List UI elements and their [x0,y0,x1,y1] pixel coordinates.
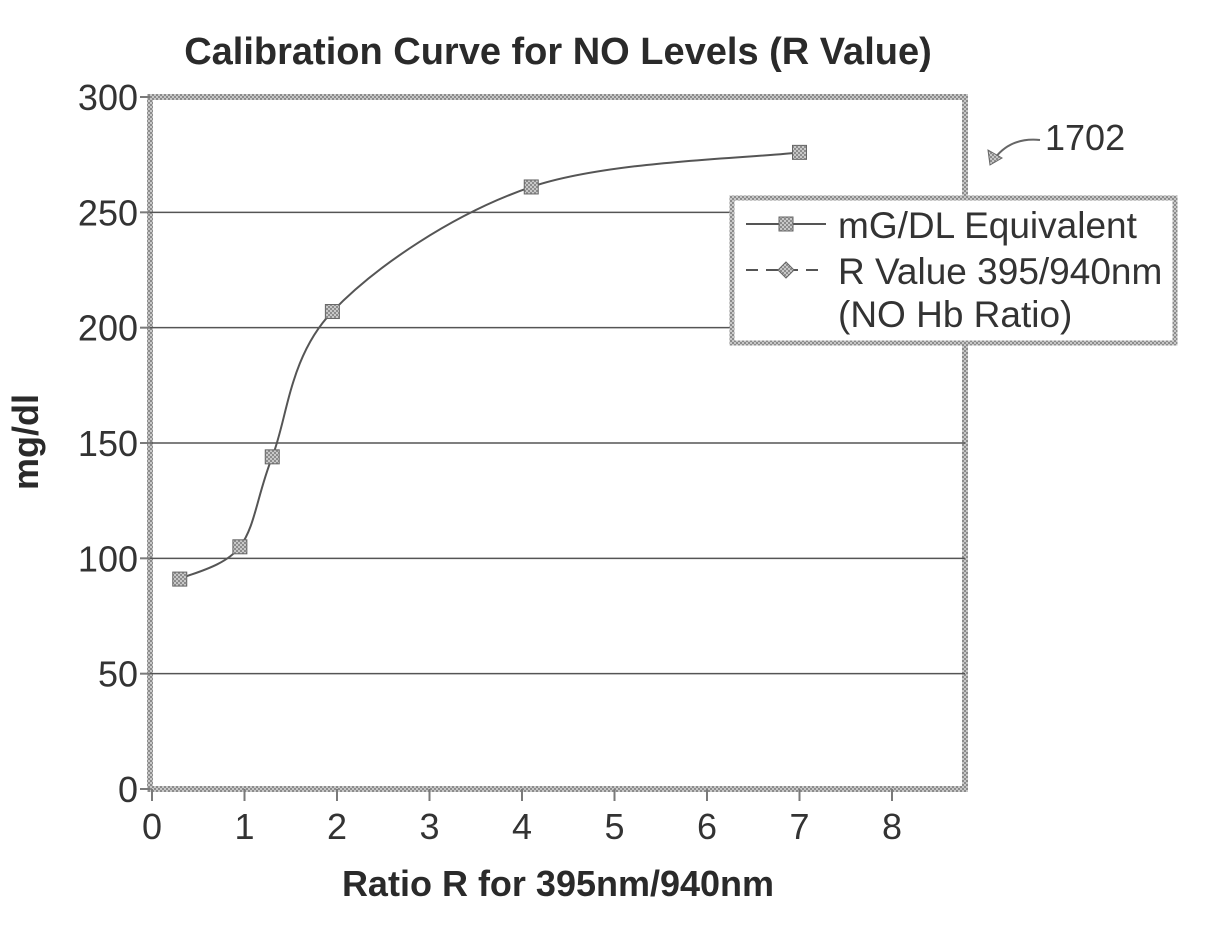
series-layer [173,145,807,586]
x-tick-label: 7 [789,806,809,847]
x-tick-label: 1 [234,806,254,847]
x-tick-label: 6 [697,806,717,847]
x-tick-label: 2 [327,806,347,847]
y-tick-label: 250 [78,192,138,233]
x-tick-label: 3 [419,806,439,847]
legend-marker-square [779,217,793,231]
reference-callout: 1702 [988,117,1125,165]
data-point [793,145,807,159]
x-tick-label: 4 [512,806,532,847]
data-point [173,572,187,586]
legend: mG/DL Equivalent R Value 395/940nm (NO H… [732,198,1175,343]
reference-number: 1702 [1045,117,1125,158]
legend-label-series-2-line-1: R Value 395/940nm [838,251,1162,292]
x-tick-label: 5 [604,806,624,847]
data-point [233,540,247,554]
y-tick-label: 200 [78,308,138,349]
chart-title: Calibration Curve for NO Levels (R Value… [184,31,932,73]
x-tick-label: 8 [882,806,902,847]
x-axis-label: Ratio R for 395nm/940nm [342,863,774,904]
y-tick-label: 300 [78,77,138,118]
x-tick-label: 0 [142,806,162,847]
legend-label-series-2-line-2: (NO Hb Ratio) [838,294,1072,335]
legend-label-series-1: mG/DL Equivalent [838,205,1138,246]
y-tick-label: 0 [118,769,138,810]
y-axis-ticks: 0 50 100 150 200 250 300 [78,77,150,810]
reference-arrow-icon [995,140,1040,158]
y-tick-label: 50 [98,654,138,695]
data-point [265,450,279,464]
y-tick-label: 100 [78,538,138,579]
data-point [325,305,339,319]
x-axis-ticks: 0 1 2 3 4 5 6 7 8 [142,789,902,847]
y-axis-label: mg/dl [5,394,46,490]
data-point [524,180,538,194]
y-tick-label: 150 [78,423,138,464]
series-line-mg-dl-equivalent [180,152,800,579]
